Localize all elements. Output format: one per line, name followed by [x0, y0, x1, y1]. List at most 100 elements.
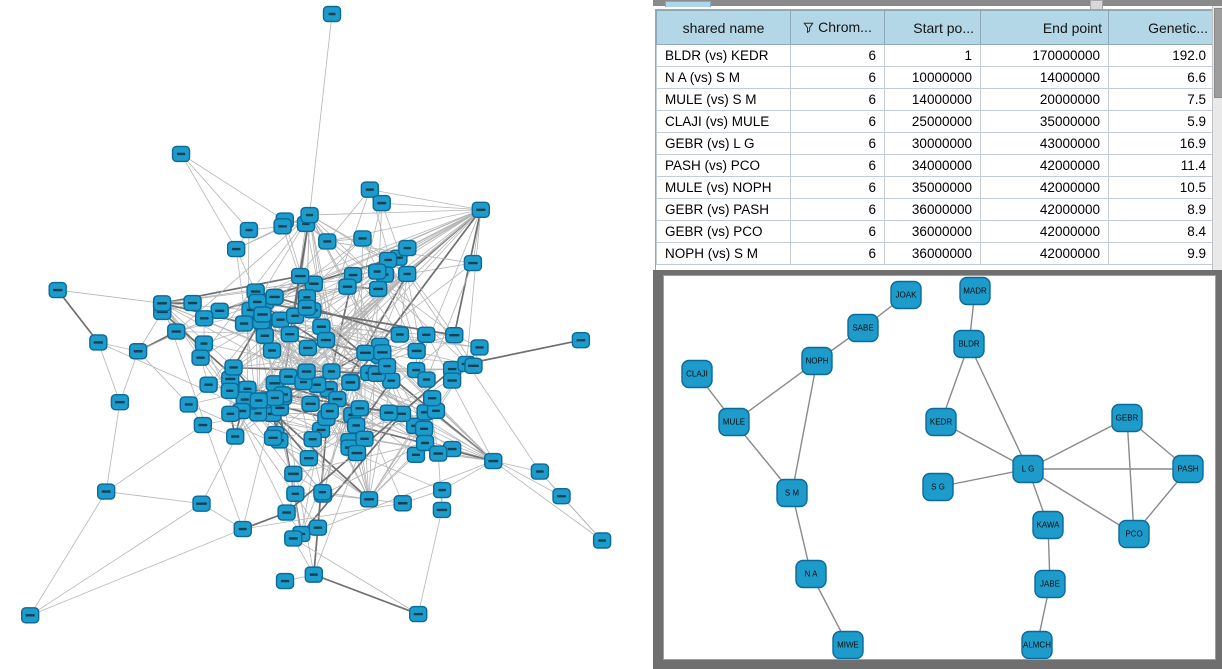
- network-node[interactable]: [320, 402, 340, 420]
- network-node[interactable]: [484, 452, 503, 470]
- table-cell[interactable]: 16.9: [1108, 132, 1214, 155]
- network-node[interactable]: [224, 359, 243, 376]
- network-edge[interactable]: [1126, 417, 1135, 535]
- table-cell[interactable]: 20000000: [980, 88, 1109, 111]
- network-node[interactable]: [417, 326, 436, 343]
- network-node[interactable]: [322, 5, 342, 23]
- network-node[interactable]: [297, 299, 316, 316]
- table-row[interactable]: GEBR (vs) PASH 6 36000000 42000000 8.9: [656, 198, 1214, 221]
- network-node[interactable]: [298, 339, 318, 357]
- network-edge[interactable]: [387, 259, 494, 462]
- table-cell[interactable]: 170000000: [980, 44, 1109, 67]
- network-node[interactable]: [379, 404, 398, 421]
- network-node[interactable]: [253, 306, 272, 323]
- network-edge[interactable]: [369, 189, 481, 211]
- network-edge[interactable]: [161, 303, 244, 530]
- network-edge[interactable]: [258, 209, 482, 401]
- column-header-start-po[interactable]: Start po...: [884, 10, 981, 45]
- table-row[interactable]: GEBR (vs) L G 6 30000000 43000000 16.9: [656, 132, 1214, 155]
- network-edge[interactable]: [30, 528, 243, 616]
- table-cell[interactable]: 42000000: [980, 176, 1109, 199]
- network-node[interactable]: [194, 335, 214, 352]
- scrollbar-fragment[interactable]: [665, 1, 711, 7]
- network-node[interactable]: [303, 430, 322, 448]
- network-node[interactable]: [373, 344, 392, 361]
- network-node[interactable]: [183, 294, 202, 312]
- column-header-chrom[interactable]: Chrom...: [790, 10, 885, 45]
- table-cell[interactable]: 11.4: [1108, 154, 1214, 177]
- table-cell[interactable]: 14000000: [884, 88, 981, 111]
- network-node[interactable]: [48, 281, 67, 299]
- network-node[interactable]: [265, 389, 285, 407]
- network-node[interactable]: [179, 396, 198, 413]
- network-node[interactable]: [171, 145, 191, 163]
- network-node[interactable]: [415, 434, 435, 452]
- network-node[interactable]: [356, 344, 375, 361]
- network-edge[interactable]: [539, 471, 603, 541]
- network-node[interactable]: [299, 449, 319, 467]
- table-cell[interactable]: N A (vs) S M: [656, 66, 791, 89]
- table-cell[interactable]: NOPH (vs) S M: [656, 242, 791, 265]
- network-node[interactable]: [442, 372, 462, 389]
- network-edge[interactable]: [242, 502, 403, 530]
- network-edge[interactable]: [97, 342, 121, 403]
- table-row[interactable]: MULE (vs) S M 6 14000000 20000000 7.5: [656, 88, 1214, 111]
- network-edge[interactable]: [313, 573, 419, 615]
- subnetwork-canvas[interactable]: CLAJI MULE S M N A MIWE NOPH SABE JOAK MADR BLDR K…: [664, 276, 1215, 659]
- table-cell[interactable]: 6: [790, 66, 885, 89]
- table-cell[interactable]: MULE (vs) NOPH: [656, 176, 791, 199]
- network-node[interactable]: [445, 326, 464, 344]
- network-node[interactable]: [432, 501, 452, 519]
- network-node[interactable]: [426, 402, 446, 419]
- network-edge[interactable]: [29, 491, 107, 616]
- table-row[interactable]: GEBR (vs) PCO 6 36000000 42000000 8.4: [656, 220, 1214, 243]
- column-header-shared-name[interactable]: shared name: [656, 10, 791, 45]
- network-edge[interactable]: [312, 410, 437, 440]
- network-edge[interactable]: [453, 209, 482, 336]
- network-edge[interactable]: [968, 343, 1029, 470]
- network-edge[interactable]: [417, 509, 443, 615]
- table-cell[interactable]: 30000000: [884, 132, 981, 155]
- table-cell[interactable]: 25000000: [884, 110, 981, 133]
- table-cell[interactable]: 36000000: [884, 220, 981, 243]
- network-edge[interactable]: [791, 360, 818, 494]
- network-node[interactable]: [191, 349, 210, 366]
- network-edge[interactable]: [105, 402, 121, 492]
- network-node[interactable]: KAWA: [1032, 510, 1064, 540]
- network-node[interactable]: [463, 254, 483, 272]
- network-node[interactable]: [167, 323, 186, 340]
- network-node[interactable]: BLDR: [953, 329, 985, 359]
- table-cell[interactable]: 6: [790, 198, 885, 221]
- table-cell[interactable]: GEBR (vs) PCO: [656, 220, 791, 243]
- network-node[interactable]: L G: [1012, 454, 1044, 484]
- network-node[interactable]: [470, 339, 489, 356]
- network-node[interactable]: [128, 343, 148, 360]
- table-cell[interactable]: PASH (vs) PCO: [656, 154, 791, 177]
- network-node[interactable]: [530, 463, 550, 480]
- network-node[interactable]: MIWE: [832, 630, 864, 659]
- network-node[interactable]: PASH: [1172, 454, 1204, 484]
- table-cell[interactable]: 6: [790, 176, 885, 199]
- network-edge[interactable]: [352, 274, 370, 500]
- network-node[interactable]: MULE: [718, 407, 750, 437]
- table-cell[interactable]: 6: [790, 132, 885, 155]
- network-edge[interactable]: [493, 460, 603, 541]
- network-node[interactable]: [265, 288, 284, 306]
- network-edge[interactable]: [137, 350, 190, 405]
- table-row[interactable]: MULE (vs) NOPH 6 35000000 42000000 10.5: [656, 176, 1214, 199]
- network-node[interactable]: [409, 605, 428, 623]
- table-cell[interactable]: 43000000: [980, 132, 1109, 155]
- network-edge[interactable]: [162, 302, 251, 311]
- network-edge[interactable]: [309, 13, 333, 216]
- network-node[interactable]: [20, 607, 40, 624]
- network-node[interactable]: [284, 465, 303, 483]
- table-row[interactable]: CLAJI (vs) MULE 6 25000000 35000000 5.9: [656, 110, 1214, 133]
- table-cell[interactable]: GEBR (vs) PASH: [656, 198, 791, 221]
- table-cell[interactable]: 36000000: [884, 198, 981, 221]
- table-cell[interactable]: CLAJI (vs) MULE: [656, 110, 791, 133]
- table-cell[interactable]: 8.4: [1108, 220, 1214, 243]
- network-edge[interactable]: [381, 202, 481, 211]
- network-node[interactable]: [432, 481, 452, 499]
- network-node[interactable]: [110, 394, 130, 411]
- network-node[interactable]: [398, 239, 417, 257]
